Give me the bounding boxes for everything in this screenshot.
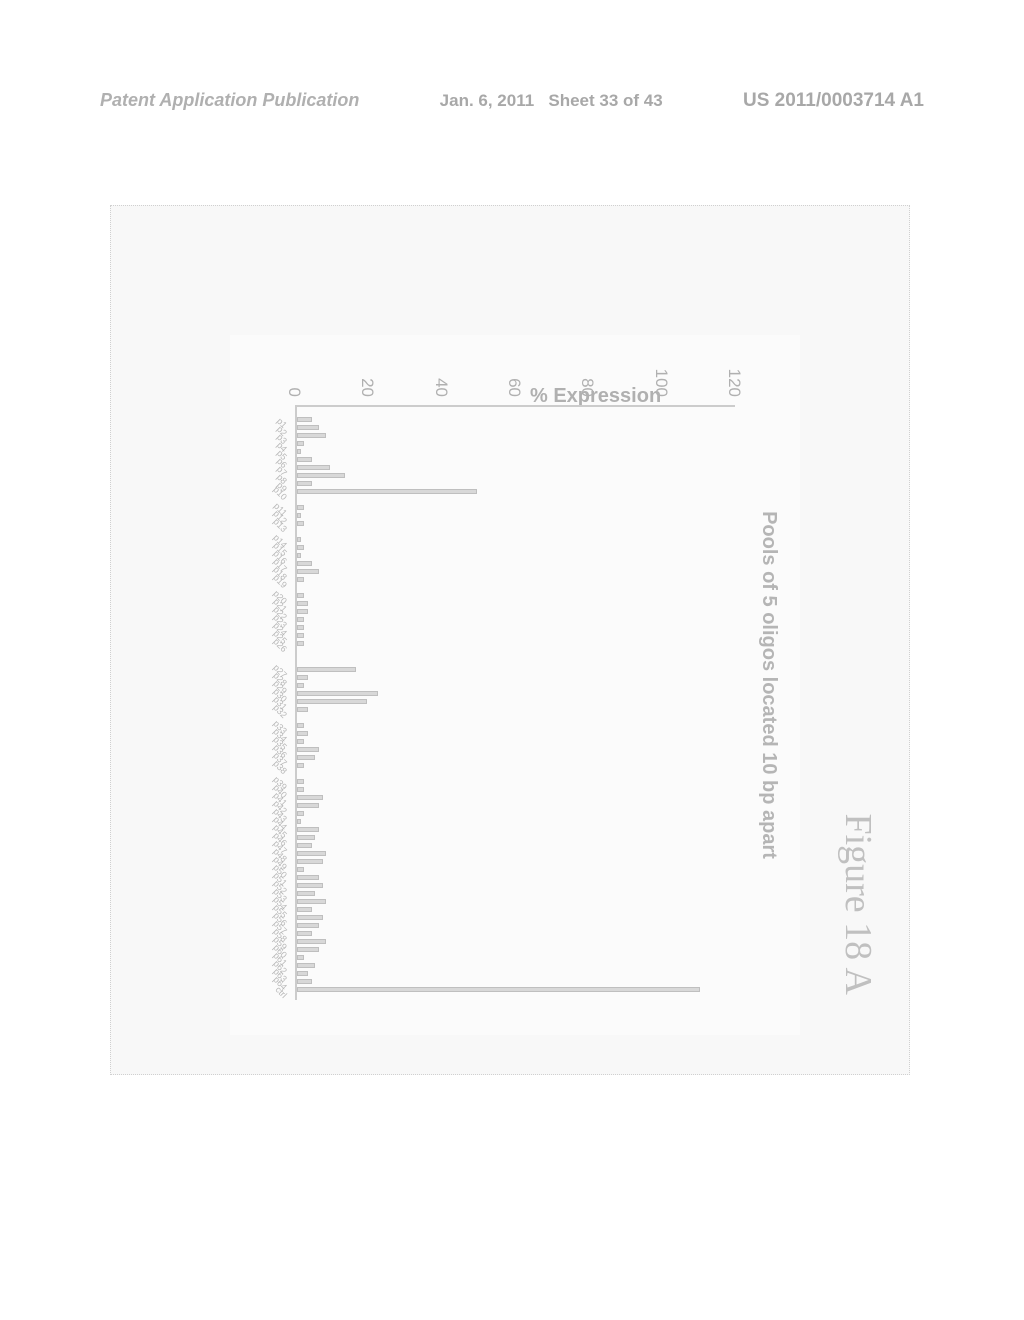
- bar: [297, 867, 304, 872]
- bar: [297, 601, 308, 606]
- bar: [297, 731, 308, 736]
- bar: [297, 707, 308, 712]
- bar: [297, 449, 301, 454]
- bar: [297, 795, 323, 800]
- y-tick-label: 100: [651, 357, 671, 397]
- bar: [297, 489, 477, 494]
- publication-date: Jan. 6, 2011: [440, 91, 535, 110]
- bar: [297, 667, 356, 672]
- bar: [297, 939, 326, 944]
- date-sheet: Jan. 6, 2011 Sheet 33 of 43: [440, 91, 663, 111]
- rotated-figure-container: Figure 18 A Pools of 5 oligos located 10…: [110, 205, 910, 1075]
- bar: [297, 505, 304, 510]
- y-tick-label: 120: [724, 357, 744, 397]
- bar: [297, 883, 323, 888]
- bar: [297, 625, 304, 630]
- bar: [297, 699, 367, 704]
- bar: [297, 907, 312, 912]
- patent-number: US 2011/0003714 A1: [743, 90, 924, 112]
- bar: [297, 641, 304, 646]
- bar: [297, 609, 308, 614]
- bar: [297, 763, 304, 768]
- bar: [297, 827, 319, 832]
- bar: [297, 851, 326, 856]
- bar: [297, 779, 304, 784]
- sheet-number: Sheet 33 of 43: [548, 91, 662, 110]
- bar: [297, 457, 312, 462]
- bar: [297, 915, 323, 920]
- bar: [297, 723, 304, 728]
- bar: [297, 987, 700, 992]
- bar: [297, 979, 312, 984]
- bar: [297, 747, 319, 752]
- page-header: Patent Application Publication Jan. 6, 2…: [100, 90, 924, 112]
- bar: [297, 923, 319, 928]
- bar: [297, 843, 312, 848]
- bar: [297, 819, 301, 824]
- bar: [297, 433, 326, 438]
- bar: [297, 473, 345, 478]
- bar: [297, 859, 323, 864]
- bar: [297, 947, 319, 952]
- publication-label: Patent Application Publication: [100, 90, 359, 111]
- y-tick-label: 60: [504, 357, 524, 397]
- bar: [297, 593, 304, 598]
- bar: [297, 545, 304, 550]
- chart-title: Pools of 5 oligos located 10 bp apart: [742, 335, 800, 1035]
- bar: [297, 683, 304, 688]
- bar: [297, 931, 312, 936]
- y-tick-label: 0: [284, 357, 304, 397]
- bar: [297, 963, 315, 968]
- bar: [297, 481, 312, 486]
- bar: [297, 803, 319, 808]
- bar: [297, 521, 304, 526]
- y-tick-label: 20: [357, 357, 377, 397]
- bar: [297, 811, 304, 816]
- bar: [297, 955, 304, 960]
- bar: [297, 899, 326, 904]
- plot-area: [295, 405, 735, 1000]
- bar: [297, 425, 319, 430]
- y-tick-label: 40: [431, 357, 451, 397]
- chart-box: Pools of 5 oligos located 10 bp apart % …: [230, 335, 800, 1035]
- figure-frame: Figure 18 A Pools of 5 oligos located 10…: [110, 205, 910, 1075]
- page: Patent Application Publication Jan. 6, 2…: [0, 0, 1024, 1320]
- bar: [297, 577, 304, 582]
- bar: [297, 739, 304, 744]
- bar: [297, 537, 301, 542]
- bar: [297, 569, 319, 574]
- bar: [297, 417, 312, 422]
- bar: [297, 875, 319, 880]
- bar: [297, 441, 304, 446]
- bar: [297, 513, 301, 518]
- bar: [297, 891, 315, 896]
- bar: [297, 617, 304, 622]
- bar: [297, 691, 378, 696]
- bar: [297, 675, 308, 680]
- bar: [297, 553, 301, 558]
- bar: [297, 835, 315, 840]
- bar: [297, 755, 315, 760]
- y-tick-label: 80: [577, 357, 597, 397]
- bar: [297, 465, 330, 470]
- figure-title: Figure 18 A: [836, 813, 880, 995]
- bar: [297, 971, 308, 976]
- bar: [297, 561, 312, 566]
- bar: [297, 787, 304, 792]
- bar: [297, 633, 304, 638]
